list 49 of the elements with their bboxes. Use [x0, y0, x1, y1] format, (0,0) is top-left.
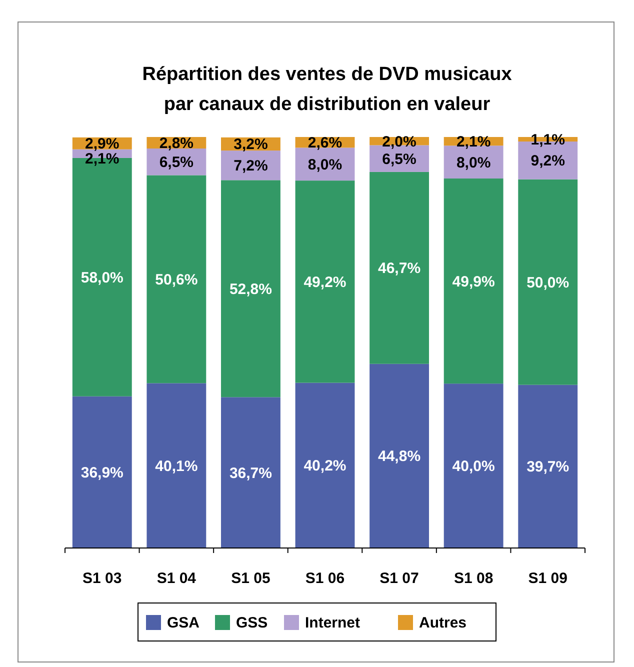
data-label: 8,0%	[456, 154, 491, 172]
data-label: 50,6%	[155, 271, 198, 288]
legend-label: Autres	[419, 614, 467, 632]
legend-label: Internet	[305, 614, 360, 632]
data-label: 58,0%	[80, 269, 124, 286]
bar	[295, 180, 355, 383]
data-label: 6,5%	[159, 154, 194, 172]
data-label: 36,7%	[229, 464, 272, 482]
x-tick-label: S1 07	[380, 570, 419, 587]
bar	[72, 396, 132, 548]
x-tick-label: S1 09	[528, 570, 568, 587]
data-label: 40,2%	[304, 458, 346, 475]
data-label: 40,0%	[452, 458, 495, 476]
data-label: 40,1%	[155, 458, 198, 475]
data-label: 49,2%	[304, 274, 346, 291]
data-label: 7,2%	[234, 158, 268, 175]
x-tick-label: S1 05	[231, 570, 270, 587]
data-label: 52,8%	[229, 280, 272, 298]
data-label: 49,9%	[452, 273, 495, 290]
data-label: 3,2%	[234, 136, 268, 154]
chart-title: Répartition des ventes de DVD musicaux par canaux de distribution en valeur	[142, 64, 512, 115]
data-label: 6,5%	[382, 150, 416, 168]
data-label: 2,8%	[159, 135, 194, 152]
data-label: 44,8%	[378, 448, 421, 466]
data-label: 46,7%	[378, 260, 421, 278]
data-label: 36,9%	[80, 464, 124, 482]
legend-label: GSA	[167, 614, 200, 632]
bar	[370, 364, 429, 548]
bar	[221, 397, 280, 548]
bar	[146, 175, 206, 384]
bar	[370, 172, 429, 364]
bar	[444, 178, 504, 384]
legend-label: GSS	[236, 614, 268, 632]
bar	[146, 383, 206, 548]
bar	[221, 180, 280, 398]
x-tick-label: S1 03	[82, 570, 122, 587]
bar	[518, 384, 578, 548]
bar	[444, 384, 504, 548]
data-label: 50,0%	[526, 274, 570, 292]
x-tick-label: S1 06	[305, 570, 345, 587]
data-label: 2,9%	[85, 136, 120, 153]
data-label: 9,2%	[530, 152, 565, 170]
bar	[518, 179, 578, 385]
x-tick-label: S1 08	[454, 570, 494, 587]
x-tick-label: S1 04	[156, 570, 197, 587]
data-label: 2,6%	[308, 134, 342, 152]
data-label: 39,7%	[526, 458, 570, 476]
data-label: 8,0%	[308, 156, 342, 174]
bar	[295, 382, 355, 548]
